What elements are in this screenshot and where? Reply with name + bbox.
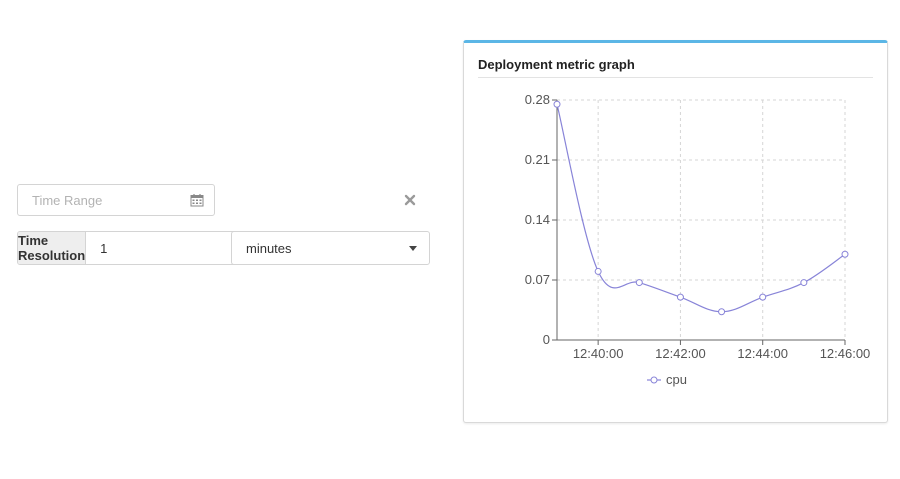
legend-marker-icon <box>650 376 658 384</box>
time-range-field[interactable] <box>17 184 215 216</box>
y-tick-label: 0.14 <box>525 212 550 227</box>
time-resolution-label: Time Resolution <box>18 232 87 264</box>
metric-line-chart: 0 0.07 0.14 0.21 0.28 12:40:00 12:42:00 12:44:0… <box>525 92 871 387</box>
legend-label: cpu <box>666 372 687 387</box>
y-tick-label: 0.28 <box>525 92 550 107</box>
time-resolution-input[interactable] <box>86 232 244 264</box>
calendar-icon[interactable] <box>190 193 204 207</box>
time-unit-value: minutes <box>246 240 292 256</box>
y-tick-label: 0.07 <box>525 272 550 287</box>
y-tick-label: 0.21 <box>525 152 550 167</box>
time-range-input[interactable] <box>18 185 178 215</box>
time-resolution-group: Time Resolution <box>17 231 245 265</box>
x-tick-label: 12:42:00 <box>655 346 706 361</box>
data-point <box>759 293 767 301</box>
data-point <box>553 100 561 108</box>
card-divider <box>478 77 873 78</box>
data-point <box>800 279 808 287</box>
clear-icon[interactable] <box>404 194 416 206</box>
card-title: Deployment metric graph <box>478 57 635 72</box>
x-tick-label: 12:44:00 <box>737 346 788 361</box>
caret-down-icon <box>409 245 417 251</box>
x-tick-label: 12:40:00 <box>573 346 624 361</box>
data-point <box>594 267 602 275</box>
data-point <box>635 279 643 287</box>
data-point <box>841 250 849 258</box>
data-point <box>718 308 726 316</box>
y-tick-label: 0 <box>543 332 550 347</box>
time-unit-select[interactable]: minutes <box>231 231 430 265</box>
x-tick-label: 12:46:00 <box>820 346 871 361</box>
metric-graph-card: Deployment metric graph 0 0.07 0.14 0.21 0.2… <box>463 40 888 423</box>
data-point <box>676 293 684 301</box>
